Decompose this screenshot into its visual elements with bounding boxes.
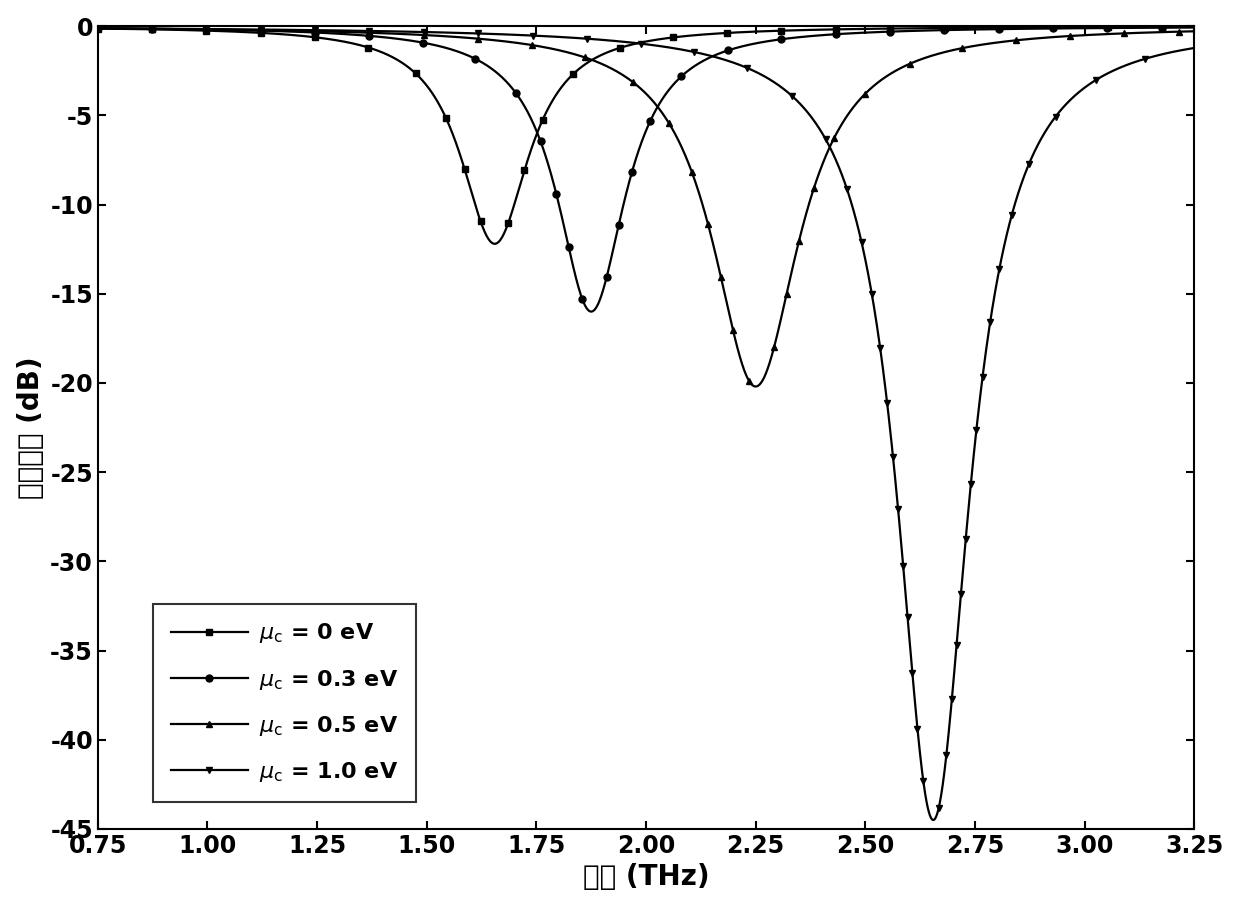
$\mu_{\rm c}$ = 0 eV <box>1048 22 1063 33</box>
Y-axis label: 反射系数 (dB): 反射系数 (dB) <box>16 356 45 498</box>
$\mu_{\rm c}$ = 1.0 eV <box>1048 112 1063 123</box>
$\mu_{\rm c}$ = 0.5 eV <box>1166 26 1180 37</box>
Legend: $\mu_{\rm c}$ = 0 eV, $\mu_{\rm c}$ = 0.3 eV, $\mu_{\rm c}$ = 0.5 eV, $\mu_{\rm : $\mu_{\rm c}$ = 0 eV, $\mu_{\rm c}$ = 0.… <box>153 604 417 802</box>
$\mu_{\rm c}$ = 0.5 eV <box>1048 32 1063 43</box>
$\mu_{\rm c}$ = 0.3 eV <box>511 91 526 102</box>
$\mu_{\rm c}$ = 1.0 eV <box>216 24 231 35</box>
$\mu_{\rm c}$ = 0 eV <box>280 29 295 40</box>
$\mu_{\rm c}$ = 0 eV <box>559 76 574 87</box>
$\mu_{\rm c}$ = 0.3 eV <box>280 26 295 37</box>
$\mu_{\rm c}$ = 0.5 eV <box>558 46 573 57</box>
$\mu_{\rm c}$ = 0.3 eV <box>584 306 599 317</box>
$\mu_{\rm c}$ = 1.0 eV <box>91 23 105 34</box>
$\mu_{\rm c}$ = 0.3 eV <box>91 23 105 34</box>
$\mu_{\rm c}$ = 1.0 eV <box>558 32 573 43</box>
Line: $\mu_{\rm c}$ = 0.3 eV: $\mu_{\rm c}$ = 0.3 eV <box>94 24 1198 315</box>
$\mu_{\rm c}$ = 0.5 eV <box>280 25 295 36</box>
$\mu_{\rm c}$ = 1.0 eV <box>926 814 941 825</box>
$\mu_{\rm c}$ = 0 eV <box>1166 22 1180 33</box>
$\mu_{\rm c}$ = 0.3 eV <box>216 25 231 35</box>
$\mu_{\rm c}$ = 0.5 eV <box>1187 25 1202 36</box>
$\mu_{\rm c}$ = 0 eV <box>511 184 526 195</box>
$\mu_{\rm c}$ = 1.0 eV <box>280 25 295 35</box>
$\mu_{\rm c}$ = 0.5 eV <box>748 381 763 392</box>
$\mu_{\rm c}$ = 1.0 eV <box>1166 46 1180 57</box>
Line: $\mu_{\rm c}$ = 0.5 eV: $\mu_{\rm c}$ = 0.5 eV <box>94 25 1198 390</box>
$\mu_{\rm c}$ = 0 eV <box>487 239 502 250</box>
X-axis label: 频率 (THz): 频率 (THz) <box>583 864 709 892</box>
Line: $\mu_{\rm c}$ = 1.0 eV: $\mu_{\rm c}$ = 1.0 eV <box>94 25 1198 824</box>
$\mu_{\rm c}$ = 1.0 eV <box>1187 43 1202 54</box>
$\mu_{\rm c}$ = 0 eV <box>216 25 231 36</box>
$\mu_{\rm c}$ = 0 eV <box>1187 22 1202 33</box>
$\mu_{\rm c}$ = 1.0 eV <box>511 29 526 40</box>
$\mu_{\rm c}$ = 0.5 eV <box>216 25 231 35</box>
$\mu_{\rm c}$ = 0.3 eV <box>1048 23 1063 34</box>
$\mu_{\rm c}$ = 0.3 eV <box>1187 22 1202 33</box>
Line: $\mu_{\rm c}$ = 0 eV: $\mu_{\rm c}$ = 0 eV <box>94 24 1198 247</box>
$\mu_{\rm c}$ = 0 eV <box>91 23 105 34</box>
$\mu_{\rm c}$ = 0.5 eV <box>511 37 526 48</box>
$\mu_{\rm c}$ = 0.5 eV <box>91 23 105 34</box>
$\mu_{\rm c}$ = 0.3 eV <box>558 229 573 240</box>
$\mu_{\rm c}$ = 0.3 eV <box>1166 22 1180 33</box>
